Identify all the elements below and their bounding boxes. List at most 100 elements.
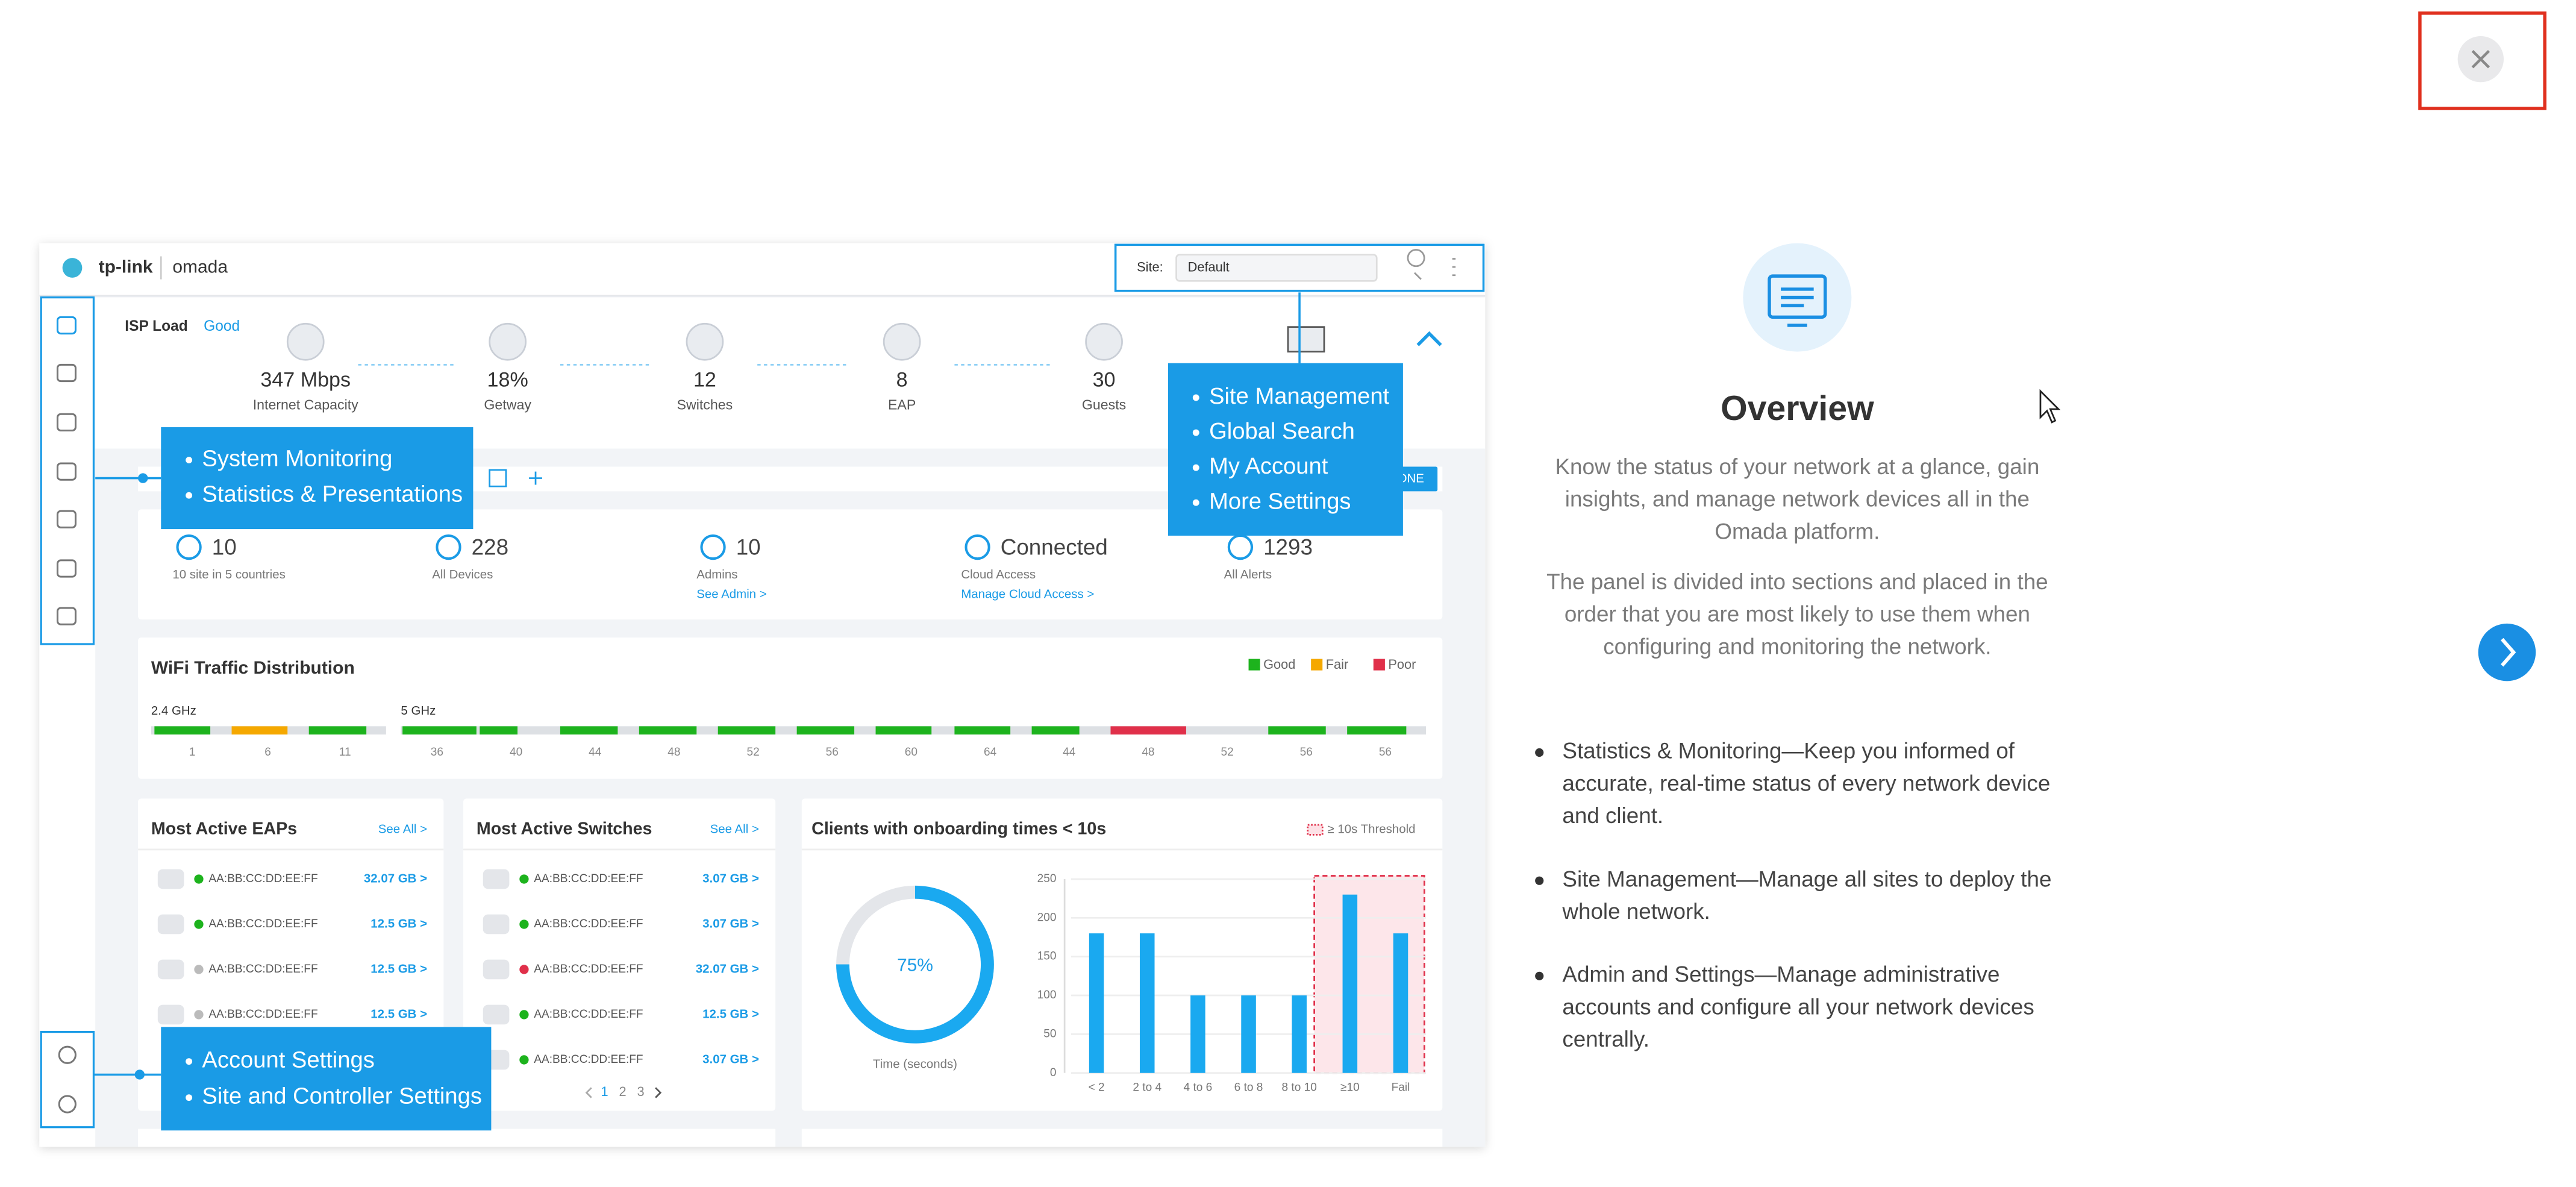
y-tick-label: 150 <box>1037 950 1057 963</box>
sidebar-icon <box>56 363 77 383</box>
clients-title: Clients with onboarding times < 10s <box>811 819 1106 839</box>
legend-swatch <box>1248 659 1260 671</box>
panel-title: Overview <box>1721 389 1874 428</box>
summary-label: All Alerts <box>1224 568 1272 581</box>
device-mac: AA:BB:CC:DD:EE:FF <box>534 963 643 976</box>
stat-icon <box>489 322 527 361</box>
cursor <box>2039 389 2061 424</box>
callout-bullet <box>186 457 193 464</box>
next-icon <box>2501 637 2516 667</box>
x-tick-label: 4 to 6 <box>1184 1081 1213 1094</box>
channel-label: 48 <box>667 746 680 759</box>
device-usage: 3.07 GB > <box>702 916 759 930</box>
legend-label: Poor <box>1388 657 1416 672</box>
callout-bullet <box>1192 499 1199 506</box>
summary-label: Cloud Access <box>961 568 1036 581</box>
panel-bullet-text: Site Management—Manage all sites to depl… <box>1562 866 2051 891</box>
next-button[interactable] <box>2478 623 2536 681</box>
panel-bullet <box>1535 971 1544 980</box>
site-dropdown <box>1175 254 1378 282</box>
highlight-box <box>2418 11 2546 110</box>
device-icon <box>157 1004 184 1025</box>
channel-label: 52 <box>1221 746 1233 759</box>
device-icon <box>483 959 510 980</box>
panel-bullet-text: whole network. <box>1562 899 1710 924</box>
edit-icon <box>489 469 542 487</box>
site-label: Site: <box>1137 259 1163 274</box>
device-icon <box>483 1004 510 1025</box>
callout-item: My Account <box>1209 453 1328 479</box>
panel-paragraph: order that you are most likely to use th… <box>1565 602 2030 627</box>
channel-segment <box>875 726 932 734</box>
summary-card <box>138 509 1443 620</box>
brand: tp-link <box>99 257 153 277</box>
summary-link: See Admin > <box>696 587 766 601</box>
site-value: Default <box>1188 259 1230 274</box>
isp-status: Good <box>204 318 240 334</box>
threshold-label: ≥ 10s Threshold <box>1327 822 1415 836</box>
status-dot <box>519 1010 529 1019</box>
device-usage: 32.07 GB > <box>364 871 427 885</box>
channel-label: 48 <box>1142 746 1154 759</box>
summary-icon <box>964 534 990 560</box>
stat-value: 30 <box>1093 369 1116 392</box>
search-icon <box>1407 249 1425 280</box>
device-usage: 12.5 GB > <box>370 1007 427 1021</box>
stat-value: 12 <box>693 369 716 392</box>
y-tick-label: 50 <box>1043 1027 1056 1040</box>
band-label: 2.4 GHz <box>151 704 196 718</box>
device-icon <box>483 869 510 889</box>
channel-segment <box>402 726 477 734</box>
callout-box <box>161 1027 492 1131</box>
bar <box>1393 933 1408 1073</box>
stat-icon <box>883 322 921 361</box>
channel-label: 52 <box>746 746 759 759</box>
channel-label: 40 <box>510 746 522 759</box>
channel-segment <box>717 726 776 734</box>
close-button[interactable] <box>2457 36 2504 83</box>
callout-dot <box>134 1070 145 1080</box>
device-usage: 32.07 GB > <box>696 962 759 976</box>
band-label: 5 GHz <box>401 704 436 718</box>
device-mac: AA:BB:CC:DD:EE:FF <box>208 918 317 930</box>
summary-value: 10 <box>212 535 237 560</box>
device-mac: AA:BB:CC:DD:EE:FF <box>208 1008 317 1021</box>
sidebar-icon <box>56 559 77 578</box>
callout-item: Site and Controller Settings <box>202 1083 481 1109</box>
sidebar-icon <box>58 1045 77 1064</box>
panel-paragraph: insights, and manage network devices all… <box>1565 487 2030 512</box>
sidebar-icon <box>56 413 77 431</box>
x-tick-label: Fail <box>1392 1081 1410 1094</box>
stat-label: EAP <box>888 397 916 413</box>
channel-label: 6 <box>264 746 271 759</box>
bar <box>1089 933 1104 1073</box>
bar <box>1241 995 1256 1073</box>
isp-label: ISP Load <box>125 318 188 334</box>
sidebar-group-top <box>40 296 95 645</box>
channel-label: 44 <box>589 746 602 759</box>
summary-value: 10 <box>736 535 761 560</box>
summary-label: Admins <box>696 568 737 581</box>
channel-segment <box>480 726 518 734</box>
panel-bullet-text: Statistics & Monitoring—Keep you informe… <box>1562 739 2015 763</box>
panel-bullet-text: and client. <box>1562 803 1663 828</box>
channel-label: 60 <box>905 746 918 759</box>
channel-segment <box>560 726 618 734</box>
x-tick-label: ≥10 <box>1340 1081 1360 1094</box>
panel-bullet <box>1535 748 1544 757</box>
see-all: See All > <box>710 822 759 836</box>
donut-value: 75% <box>897 955 933 975</box>
sidebar-group-bottom <box>40 1030 95 1129</box>
clients-card <box>801 798 1443 1111</box>
device-mac: AA:BB:CC:DD:EE:FF <box>534 872 643 885</box>
channel-label: 56 <box>1379 746 1392 759</box>
see-all: See All > <box>378 822 427 836</box>
panel-paragraph: Omada platform. <box>1715 519 1880 543</box>
status-dot <box>519 874 529 884</box>
page-prev <box>585 1087 592 1098</box>
status-dot <box>194 919 204 929</box>
stat-label: Switches <box>677 397 733 413</box>
channel-segment <box>154 726 211 734</box>
callout-bullet <box>186 1058 193 1065</box>
legend-label: Good <box>1263 657 1295 672</box>
